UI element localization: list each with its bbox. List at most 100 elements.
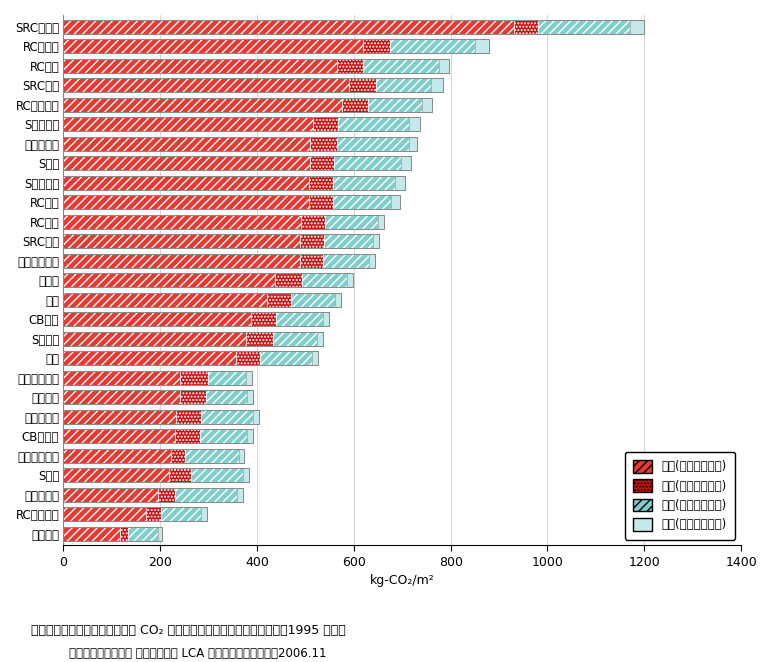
Bar — [368, 98, 422, 112]
Bar — [63, 156, 310, 170]
Bar — [63, 429, 253, 444]
Bar — [63, 117, 313, 131]
Bar — [246, 371, 252, 385]
Bar — [63, 390, 181, 404]
Bar — [181, 371, 208, 385]
Bar — [303, 273, 347, 287]
Bar — [364, 59, 438, 73]
Bar — [63, 117, 420, 131]
Bar — [63, 312, 251, 326]
Bar — [408, 136, 417, 151]
Bar — [395, 175, 405, 190]
Bar — [401, 156, 411, 170]
Bar — [323, 254, 369, 267]
Bar — [349, 78, 376, 92]
Bar — [63, 98, 432, 112]
Bar — [235, 352, 260, 365]
Bar — [338, 117, 409, 131]
Bar — [63, 293, 341, 307]
Bar — [205, 390, 247, 404]
Bar — [181, 390, 205, 404]
Bar — [63, 332, 323, 346]
Bar — [630, 20, 645, 34]
Bar — [376, 78, 432, 92]
Bar — [63, 410, 175, 424]
Bar — [337, 59, 364, 73]
Bar — [378, 214, 384, 229]
Bar — [63, 195, 310, 209]
Bar — [128, 527, 158, 541]
Bar — [63, 429, 174, 444]
Bar — [63, 20, 513, 34]
Bar — [273, 332, 317, 346]
Bar — [63, 488, 243, 502]
Bar — [63, 527, 120, 541]
Bar — [432, 78, 443, 92]
Bar — [63, 352, 235, 365]
Bar — [266, 293, 291, 307]
Bar — [175, 410, 201, 424]
Bar — [63, 234, 300, 248]
Text: 図２．建築物の用途別・構造別 CO₂ 排出原単位のシステム境界別内訳（1995 年値）: 図２．建築物の用途別・構造別 CO₂ 排出原単位のシステム境界別内訳（1995 … — [31, 624, 346, 638]
Bar — [63, 20, 645, 34]
Bar — [373, 234, 379, 248]
Bar — [63, 214, 384, 229]
Bar — [335, 293, 341, 307]
Bar — [63, 98, 342, 112]
Bar — [475, 39, 489, 53]
Bar — [334, 156, 401, 170]
Bar — [237, 488, 243, 502]
Bar — [185, 449, 239, 463]
Bar — [169, 468, 191, 482]
Bar — [63, 527, 162, 541]
Bar — [63, 59, 449, 73]
Bar — [63, 156, 411, 170]
Bar — [63, 175, 405, 190]
Bar — [239, 449, 245, 463]
Bar — [247, 429, 253, 444]
Bar — [120, 527, 128, 541]
Bar — [175, 488, 237, 502]
Bar — [63, 507, 207, 521]
Bar — [63, 332, 246, 346]
Bar — [63, 507, 146, 521]
Bar — [158, 527, 162, 541]
Bar — [63, 352, 318, 365]
Bar — [422, 98, 432, 112]
Bar — [63, 390, 253, 404]
Bar — [63, 78, 349, 92]
Bar — [63, 175, 310, 190]
Bar — [157, 488, 175, 502]
Text: 出典）日本建築学会 編集；建物の LCA 指針，日本建築学会，2006.11: 出典）日本建築学会 編集；建物の LCA 指針，日本建築学会，2006.11 — [69, 647, 327, 661]
Bar — [63, 59, 337, 73]
Bar — [334, 175, 395, 190]
Bar — [63, 371, 181, 385]
Bar — [208, 371, 246, 385]
Bar — [260, 352, 312, 365]
Bar — [63, 195, 400, 209]
Bar — [291, 293, 335, 307]
Bar — [63, 410, 259, 424]
Bar — [63, 488, 157, 502]
Bar — [310, 195, 334, 209]
Bar — [63, 214, 300, 229]
Bar — [300, 234, 323, 248]
Bar — [246, 332, 273, 346]
Bar — [63, 371, 252, 385]
Bar — [63, 78, 443, 92]
Bar — [63, 254, 300, 267]
Bar — [364, 39, 390, 53]
Bar — [63, 273, 353, 287]
Bar — [369, 254, 375, 267]
Bar — [438, 59, 449, 73]
Bar — [191, 468, 243, 482]
Bar — [251, 312, 276, 326]
Bar — [63, 39, 364, 53]
Bar — [538, 20, 630, 34]
Bar — [63, 312, 329, 326]
Bar — [63, 449, 171, 463]
Bar — [317, 332, 323, 346]
Bar — [310, 175, 334, 190]
Bar — [347, 273, 353, 287]
Bar — [300, 254, 323, 267]
